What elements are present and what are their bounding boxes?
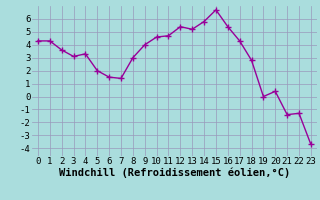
X-axis label: Windchill (Refroidissement éolien,°C): Windchill (Refroidissement éolien,°C) <box>59 168 290 178</box>
